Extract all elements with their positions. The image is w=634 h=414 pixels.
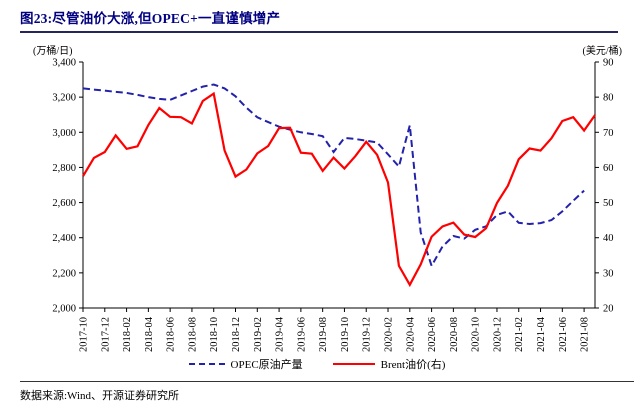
left-axis-tick-label: 2,400 [52,233,76,244]
x-axis-tick-label: 2020-08 [449,317,460,352]
x-axis-tick-label: 2018-04 [144,316,155,352]
figure-title: 图23:尽管油价大涨,但OPEC+一直谨慎增产 [20,11,281,26]
legend-label: Brent油价(右) [380,359,446,371]
right-axis-tick-label: 60 [603,163,614,174]
legend-item-brent-price: Brent油价(右) [332,356,446,372]
x-axis-tick-label: 2019-10 [340,317,351,352]
brent-price-line [82,91,596,288]
x-axis-tick-label: 2018-10 [209,317,220,352]
right-axis-tick-label: 50 [603,198,614,209]
axis-lines [82,62,596,309]
x-axis-tick-label: 2019-04 [275,316,286,352]
x-axis-tick-label: 2019-02 [253,317,264,352]
x-axis-tick-label: 2018-08 [187,317,198,352]
data-source-note: 数据来源:Wind、开源证券研究所 [20,390,180,402]
left-axis-tick-label: 2,600 [52,198,76,209]
chart-plot: 2,000 2,200 2,400 2,600 2,800 3,000 3,200 3,400… [52,58,614,353]
x-axis-tick-label: 2017-10 [79,317,90,352]
x-axis-tick-label: 2019-08 [318,317,329,352]
legend-item-opec-production: OPEC原油产量 [188,356,303,372]
x-axis-tick-label: 2018-02 [122,317,133,352]
x-axis-tick-label: 2021-08 [580,317,591,352]
x-axis-tick-label: 2019-06 [296,317,307,352]
right-axis-tick-label: 80 [603,93,614,104]
x-axis-tick-label: 2019-12 [362,317,373,352]
left-axis-tick-label: 3,200 [52,93,76,104]
right-axis-tick-label: 70 [603,128,614,139]
solid-line-sample [332,363,375,365]
left-axis-tick-label: 2,000 [52,304,76,315]
x-axis-tick-label: 2021-04 [536,316,547,352]
x-axis-tick-label: 2021-06 [558,317,569,352]
left-axis-tick-label: 2,800 [52,163,76,174]
right-axis-tick-label: 30 [603,268,614,279]
opec-production-line [82,83,585,269]
right-axis-tick-label: 20 [603,304,614,315]
dashed-line-sample [188,363,225,365]
x-axis-tick-label: 2020-02 [384,317,395,352]
footer-rule [20,381,634,382]
left-axis-unit-label: (万桶/日) [33,46,73,57]
right-axis-tick-label: 90 [603,58,614,69]
left-axis-tick-label: 2,200 [52,268,76,279]
right-axis-tick-label: 40 [603,233,614,244]
legend-label: OPEC原油产量 [230,359,303,371]
x-axis-tick-label: 2020-12 [492,317,503,352]
x-axis-tick-label: 2020-10 [471,317,482,352]
x-axis-tick-label: 2018-06 [166,317,177,352]
left-axis-tick-label: 3,400 [52,58,76,69]
left-axis-tick-label: 3,000 [52,128,76,139]
title-rule [20,31,618,33]
x-axis-tick-label: 2020-06 [427,317,438,352]
x-axis-tick-label: 2020-04 [405,316,416,352]
chart-legend: OPEC原油产量 Brent油价(右) [0,356,634,372]
x-axis-tick-label: 2017-12 [100,317,111,352]
x-axis-tick-label: 2021-02 [514,317,525,352]
x-axis-tick-label: 2018-12 [231,317,242,352]
right-axis-unit-label: (美元/桶) [582,46,622,57]
